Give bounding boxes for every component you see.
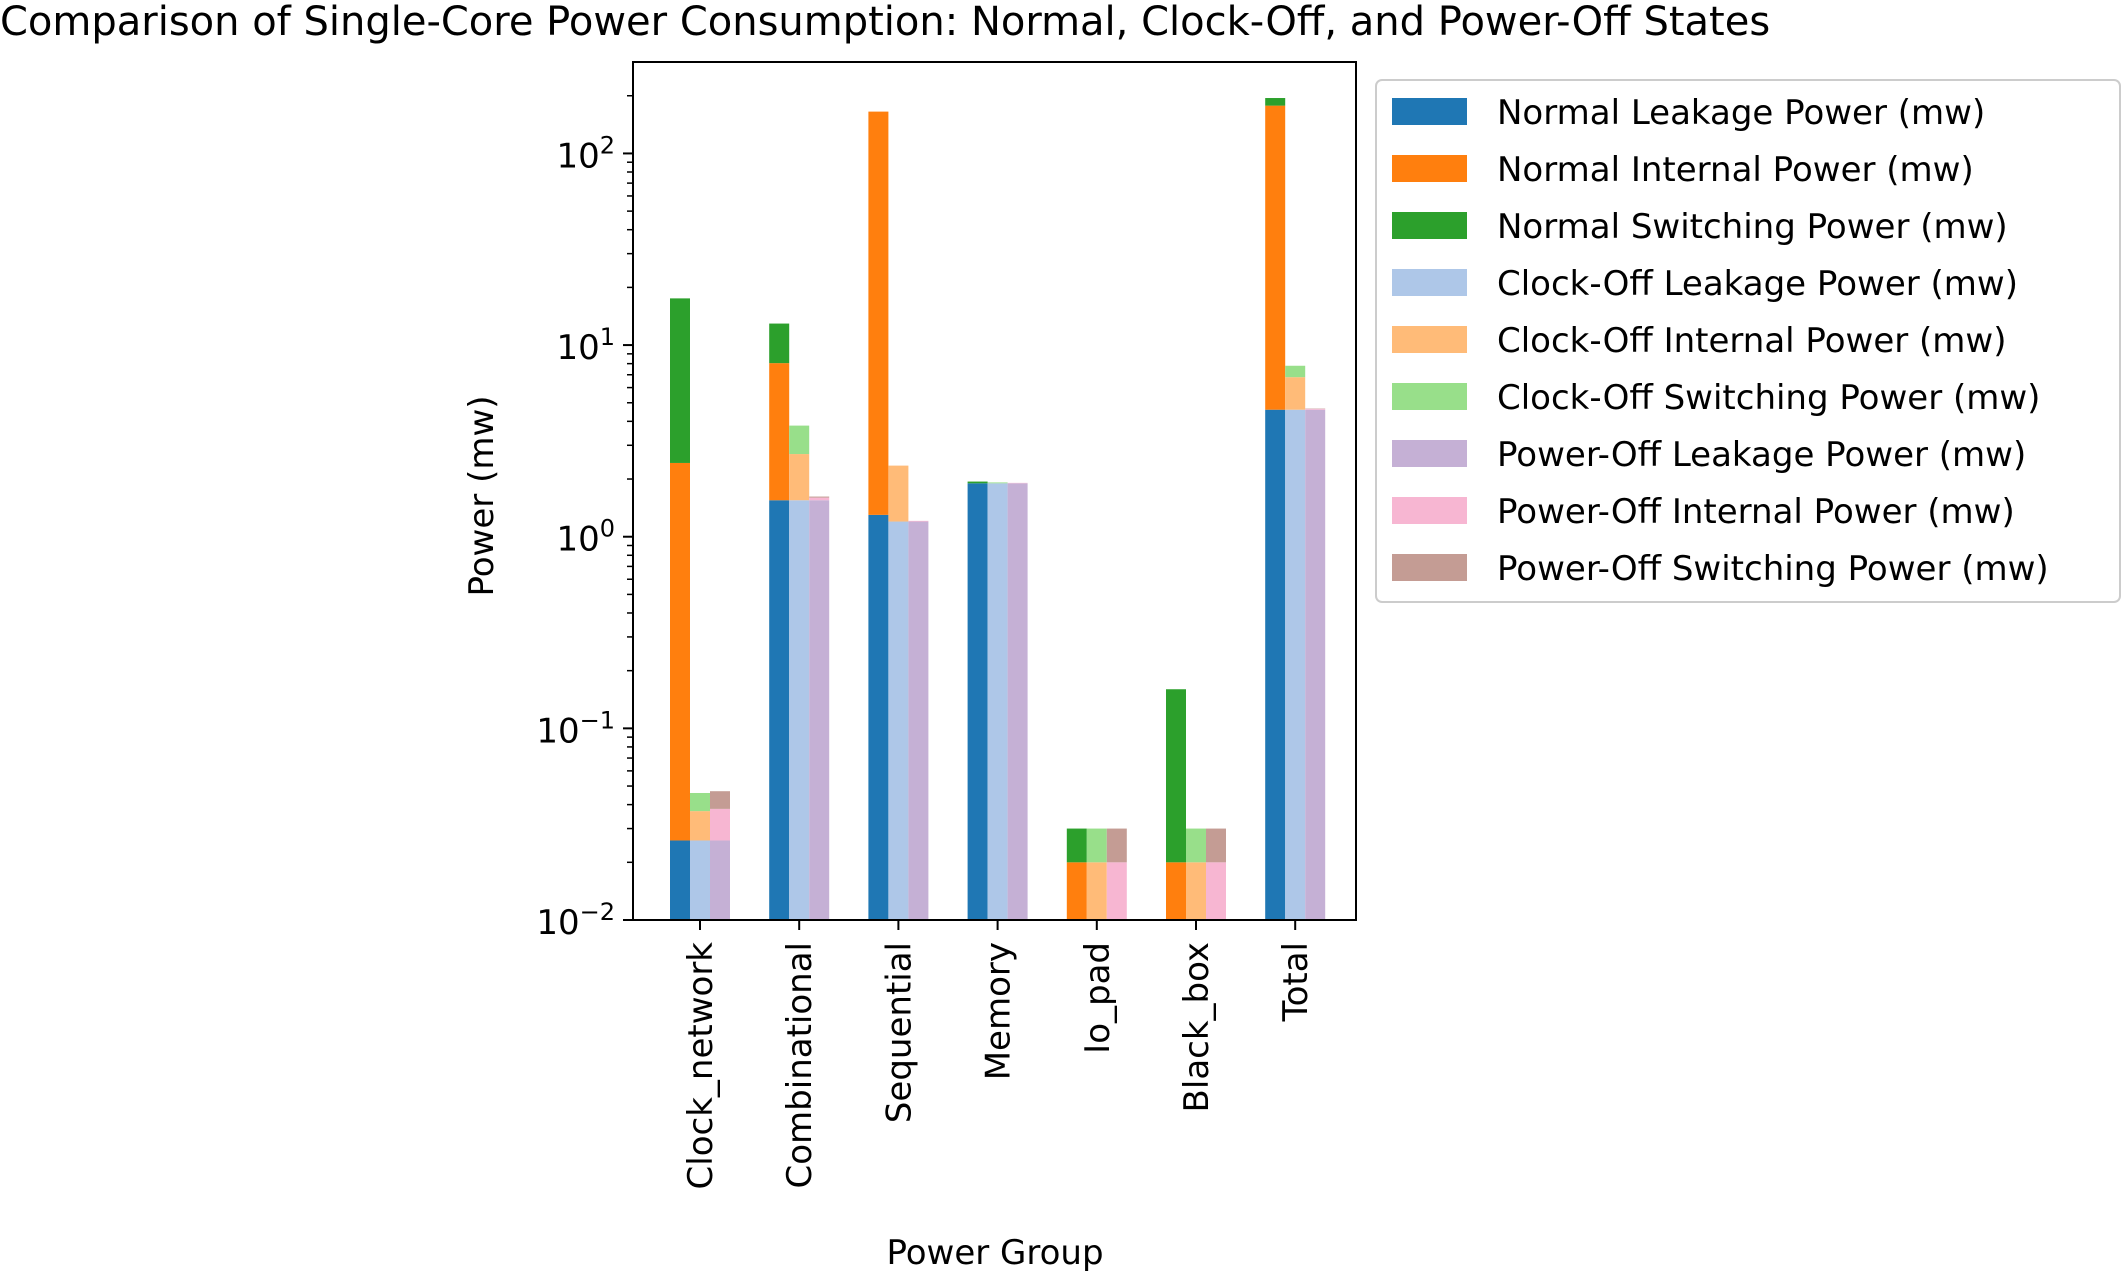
- x-tick-label: Clock_network: [681, 942, 721, 1190]
- bar-combinational-normal-internal: [769, 363, 790, 501]
- bar-total-power-off-leakage: [1305, 409, 1326, 920]
- bar-total-clock-off-switching: [1285, 365, 1306, 378]
- x-tick-label: Total: [1276, 942, 1316, 1022]
- legend-box: [1375, 79, 2121, 603]
- legend-entry-label: Power-Off Internal Power (mw): [1497, 492, 2015, 532]
- legend-swatch: [1392, 269, 1467, 296]
- bar-clock-network-normal-switching: [670, 298, 690, 463]
- bar-black-box-power-off-switching: [1206, 828, 1226, 863]
- legend-entry-label: Power-Off Switching Power (mw): [1497, 549, 2049, 589]
- legend-entry-label: Power-Off Leakage Power (mw): [1497, 435, 2026, 475]
- bars-layer: [670, 98, 1326, 920]
- bar-total-clock-off-internal: [1285, 377, 1306, 410]
- y-tick-label: 101: [556, 323, 615, 368]
- legend-entry-label: Normal Switching Power (mw): [1497, 207, 2008, 247]
- bar-clock-network-clock-off-internal: [690, 811, 710, 841]
- bar-clock-network-normal-internal: [670, 462, 690, 841]
- legend: Normal Leakage Power (mw) Normal Internal…: [1375, 79, 2121, 603]
- bar-combinational-clock-off-internal: [789, 454, 810, 501]
- bar-io-pad-power-off-switching: [1106, 828, 1127, 863]
- bar-sequential-normal-internal: [868, 111, 889, 515]
- x-axis-label: Power Group: [886, 1233, 1103, 1273]
- x-tick-label: Combinational: [780, 942, 820, 1188]
- bar-total-normal-switching: [1265, 98, 1286, 106]
- y-tick-label: 10−1: [536, 706, 615, 751]
- bar-clock-network-power-off-switching: [710, 791, 730, 809]
- bar-clock-network-clock-off-leakage: [690, 840, 710, 920]
- legend-swatch: [1392, 497, 1467, 524]
- x-tick-label: Memory: [979, 942, 1019, 1080]
- bar-combinational-power-off-internal: [809, 497, 830, 501]
- bar-total-power-off-internal: [1305, 408, 1326, 410]
- legend-swatch: [1392, 326, 1467, 353]
- bar-black-box-clock-off-internal: [1186, 862, 1206, 920]
- y-axis-label: Power (mw): [462, 395, 502, 596]
- bar-memory-power-off-leakage: [1007, 483, 1028, 920]
- bar-sequential-power-off-internal: [908, 520, 929, 522]
- bar-combinational-power-off-switching: [809, 496, 830, 498]
- x-tick-label: Black_box: [1177, 942, 1217, 1112]
- axes-layer: 10−2 10−1 100 101 102 Clock_network Combinatio…: [536, 61, 1357, 1190]
- legend-swatch: [1392, 383, 1467, 410]
- bar-io-pad-power-off-internal: [1106, 862, 1127, 920]
- bar-clock-network-clock-off-switching: [690, 792, 710, 812]
- bar-black-box-clock-off-switching: [1186, 828, 1206, 863]
- bar-io-pad-normal-internal: [1066, 862, 1087, 920]
- y-tick-label: 100: [556, 515, 615, 560]
- legend-entry-label: Clock-Off Switching Power (mw): [1497, 378, 2040, 418]
- bar-total-normal-leakage: [1265, 409, 1286, 920]
- bar-total-normal-internal: [1265, 105, 1286, 410]
- bar-memory-clock-off-switching: [987, 482, 1008, 484]
- legend-swatch: [1392, 212, 1467, 239]
- bar-black-box-power-off-internal: [1206, 862, 1226, 920]
- y-tick-label: 102: [556, 131, 615, 176]
- bar-sequential-clock-off-internal: [888, 465, 909, 522]
- bar-memory-normal-leakage: [967, 483, 988, 920]
- bar-combinational-power-off-leakage: [809, 500, 830, 920]
- bar-sequential-normal-leakage: [868, 514, 889, 920]
- legend-entry-label: Normal Leakage Power (mw): [1497, 93, 1985, 133]
- bar-combinational-clock-off-leakage: [789, 500, 810, 920]
- bar-io-pad-clock-off-internal: [1086, 862, 1107, 920]
- bar-clock-network-power-off-leakage: [710, 840, 730, 920]
- bar-io-pad-clock-off-switching: [1086, 828, 1107, 863]
- legend-swatch: [1392, 98, 1467, 125]
- bar-combinational-clock-off-switching: [789, 425, 810, 455]
- x-tick-label: Io_pad: [1078, 942, 1118, 1054]
- legend-entry-label: Clock-Off Leakage Power (mw): [1497, 264, 2018, 304]
- x-tick-label: Sequential: [879, 942, 919, 1123]
- bar-clock-network-normal-leakage: [670, 840, 690, 920]
- bar-memory-normal-switching: [967, 481, 988, 484]
- bar-clock-network-power-off-internal: [710, 808, 730, 841]
- legend-entry-label: Normal Internal Power (mw): [1497, 150, 1974, 190]
- legend-swatch: [1392, 554, 1467, 581]
- bar-memory-clock-off-leakage: [987, 483, 1008, 920]
- legend-swatch: [1392, 155, 1467, 182]
- bar-sequential-power-off-leakage: [908, 521, 929, 920]
- bar-combinational-normal-leakage: [769, 500, 790, 920]
- bar-total-clock-off-leakage: [1285, 409, 1306, 920]
- bar-io-pad-normal-switching: [1066, 828, 1087, 863]
- chart-title: Comparison of Single-Core Power Consumpt…: [0, 0, 1770, 45]
- legend-entry-label: Clock-Off Internal Power (mw): [1497, 321, 2007, 361]
- axes-frame: [632, 61, 1357, 921]
- bar-combinational-normal-switching: [769, 323, 790, 364]
- legend-swatch: [1392, 440, 1467, 467]
- y-tick-label: 10−2: [536, 898, 615, 943]
- bar-sequential-clock-off-leakage: [888, 521, 909, 920]
- bar-black-box-normal-internal: [1166, 862, 1186, 920]
- bar-black-box-normal-switching: [1166, 689, 1186, 863]
